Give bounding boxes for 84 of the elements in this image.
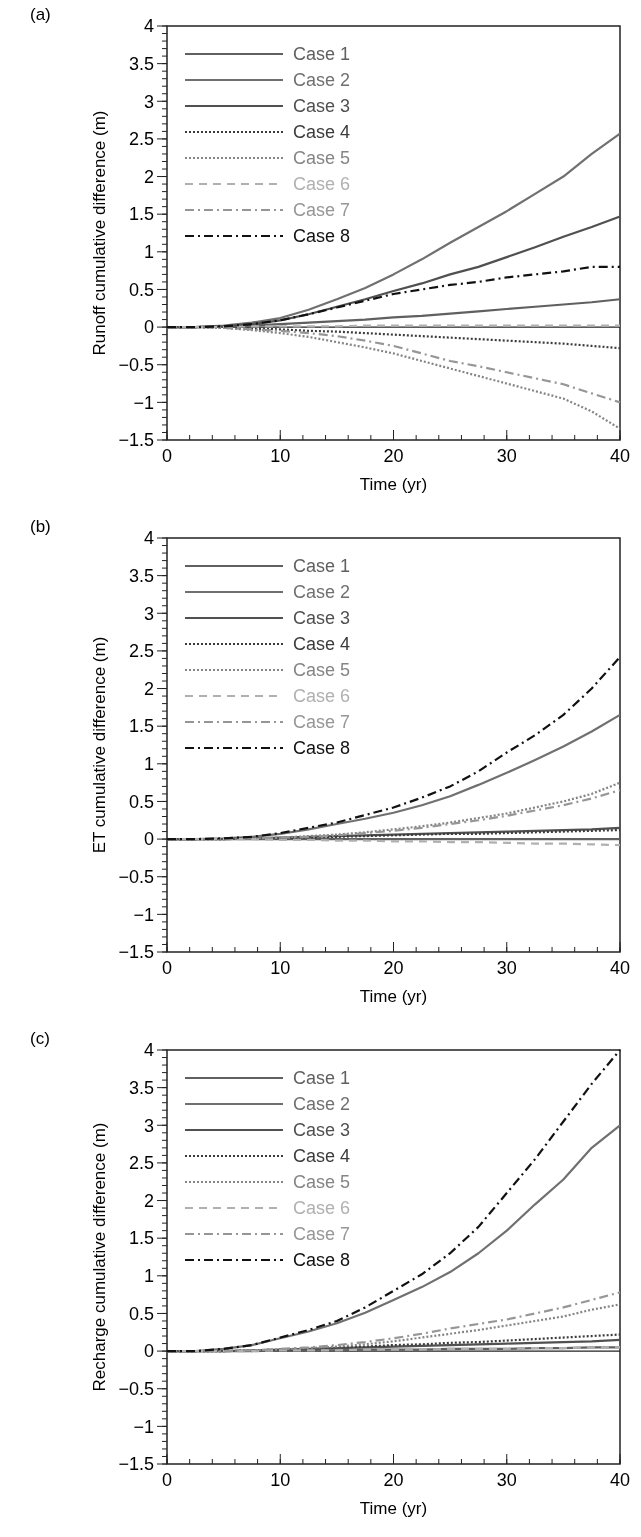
y-tick-label: 0: [143, 317, 154, 338]
text: Case 2: [293, 70, 351, 91]
chart-title: (a): [30, 5, 51, 24]
y-tick-label: 2: [143, 678, 154, 699]
y-tick-label: −0.5: [118, 1379, 154, 1400]
y-tick-label: 4: [143, 16, 154, 37]
y-tick-label: 2: [143, 1190, 154, 1211]
y-tick-label: 3.5: [128, 1077, 154, 1098]
y-tick-label: 2.5: [128, 641, 154, 662]
y-tick-label: −1: [133, 904, 154, 925]
text: Case 7: [293, 712, 351, 733]
text: Case 2: [293, 1094, 351, 1115]
x-tick-label: 20: [383, 958, 404, 978]
text: Case 6: [293, 174, 351, 195]
y-tick-label: −1: [133, 1416, 154, 1437]
text: Case 2: [293, 582, 351, 603]
y-tick-label: −0.5: [118, 867, 154, 888]
text: Case 3: [293, 96, 351, 117]
x-tick-label: 10: [270, 446, 291, 466]
x-tick-label: 0: [161, 446, 173, 466]
y-tick-label: 0.5: [128, 791, 154, 812]
y-tick-label: −1: [133, 392, 154, 413]
x-tick-label: 40: [609, 958, 631, 978]
y-tick-label: 4: [143, 528, 154, 549]
y-tick-label: −1.5: [118, 1454, 154, 1475]
chart-title: (c): [30, 1029, 50, 1048]
text: Case 1: [293, 44, 351, 65]
text: Case 4: [293, 1146, 351, 1167]
x-tick-label: 20: [383, 1470, 404, 1490]
y-tick-label: 3: [143, 603, 154, 624]
y-axis-title: Recharge cumulative difference (m): [90, 1122, 109, 1392]
x-tick-label: 30: [496, 1470, 517, 1490]
x-tick-label: 40: [609, 1470, 631, 1490]
y-tick-label: 1: [143, 754, 154, 775]
y-tick-label: 0: [143, 1341, 154, 1362]
y-tick-label: 1.5: [128, 1228, 154, 1249]
y-axis-title: Runoff cumulative difference (m): [90, 110, 109, 356]
y-tick-label: 0.5: [128, 279, 154, 300]
x-axis-title: Time (yr): [359, 1499, 428, 1518]
text: Case 6: [293, 1198, 351, 1219]
x-tick-label: 10: [270, 958, 291, 978]
text: Case 5: [293, 660, 351, 681]
x-tick-label: 0: [161, 958, 173, 978]
chart-title: (b): [30, 517, 51, 536]
text: Case 3: [293, 1120, 351, 1141]
y-tick-label: 3: [143, 91, 154, 112]
text: Case 1: [293, 556, 351, 577]
y-tick-label: 2.5: [128, 129, 154, 150]
y-tick-label: 3: [143, 1115, 154, 1136]
y-tick-label: 3.5: [128, 565, 154, 586]
text: Case 7: [293, 1224, 351, 1245]
text: Case 5: [293, 148, 351, 169]
y-tick-label: 1: [143, 1266, 154, 1287]
y-tick-label: 4: [143, 1040, 154, 1061]
y-tick-label: −1.5: [118, 942, 154, 963]
text: Case 1: [293, 1068, 351, 1089]
y-tick-label: 0.5: [128, 1303, 154, 1324]
x-tick-label: 40: [609, 446, 631, 466]
x-axis-title: Time (yr): [359, 987, 428, 1006]
text: Case 4: [293, 122, 351, 143]
text: Case 5: [293, 1172, 351, 1193]
text: Case 6: [293, 686, 351, 707]
y-tick-label: −1.5: [118, 430, 154, 451]
x-tick-label: 30: [496, 446, 517, 466]
x-tick-label: 20: [383, 446, 404, 466]
y-tick-label: 1: [143, 242, 154, 263]
y-tick-label: 2.5: [128, 1153, 154, 1174]
x-axis-title: Time (yr): [359, 475, 428, 494]
y-axis-title: ET cumulative difference (m): [90, 636, 109, 854]
y-tick-label: −0.5: [118, 355, 154, 376]
text: Case 8: [293, 226, 351, 247]
y-tick-label: 2: [143, 166, 154, 187]
y-tick-label: 3.5: [128, 53, 154, 74]
x-tick-label: 30: [496, 958, 517, 978]
text: Case 8: [293, 738, 351, 759]
y-tick-label: 1.5: [128, 204, 154, 225]
x-tick-label: 10: [270, 1470, 291, 1490]
text: Case 8: [293, 1250, 351, 1271]
text: Case 4: [293, 634, 351, 655]
text: Case 7: [293, 200, 351, 221]
y-tick-label: 0: [143, 829, 154, 850]
y-tick-label: 1.5: [128, 716, 154, 737]
text: Case 3: [293, 608, 351, 629]
x-tick-label: 0: [161, 1470, 173, 1490]
